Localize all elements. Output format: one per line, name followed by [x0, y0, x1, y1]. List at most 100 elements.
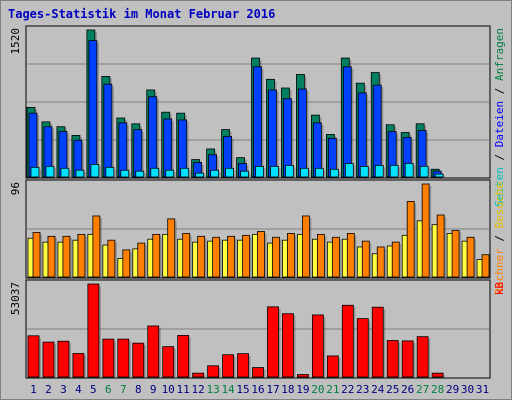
x-tick-label: 30	[461, 383, 474, 396]
rechner-bar	[62, 235, 71, 278]
seiten-bar-shade	[263, 168, 266, 177]
seiten-bar-shade	[128, 172, 131, 177]
kb-bar-shade	[233, 356, 236, 377]
rechner-bar	[257, 231, 265, 278]
panel-middle-ymax-label: 96	[9, 182, 22, 195]
rechner-bar	[421, 183, 430, 278]
x-tick-label: 1	[30, 383, 37, 396]
x-tick-label: 28	[431, 383, 444, 396]
kb-bar	[252, 367, 264, 378]
seiten-bar-shade	[158, 170, 161, 177]
legend-entry: Dateien	[493, 101, 506, 147]
kb-bar	[282, 313, 294, 378]
rechner-bar-shade	[219, 239, 222, 277]
rechner-bar	[212, 236, 221, 278]
x-tick-label: 4	[75, 383, 82, 396]
dateien-bar-shade	[336, 140, 339, 177]
dateien-bar-shade	[291, 100, 294, 177]
kb-bar-shade	[428, 338, 431, 377]
dateien-bar-shade	[351, 68, 354, 177]
seiten-bar	[344, 163, 354, 178]
seiten-bar-shade	[398, 167, 401, 177]
rechner-bar	[481, 254, 490, 278]
seiten-bar-shade	[173, 172, 176, 177]
kb-bar	[117, 338, 130, 378]
seiten-bar	[180, 167, 190, 178]
rechner-bar-shade	[309, 217, 312, 277]
seiten-bar	[45, 165, 55, 178]
panel-top-legend: Seiten / Dateien / Anfragen	[493, 28, 506, 207]
rechner-bar-shade	[474, 239, 477, 277]
legend-entry: Rechner	[493, 248, 506, 295]
dateien-bar	[133, 129, 143, 178]
kb-bar	[401, 340, 414, 378]
rechner-bar-shade	[189, 235, 192, 277]
dateien-bar-shade	[366, 94, 369, 177]
seiten-bar	[30, 166, 40, 178]
x-tick-label: 24	[371, 383, 385, 396]
dateien-bar	[357, 92, 367, 178]
dateien-bar-shade	[261, 68, 264, 177]
x-tick-label: 31	[476, 383, 489, 396]
kb-bar	[42, 341, 55, 378]
kb-bar-shade	[368, 320, 371, 377]
kb-bar-shade	[68, 343, 71, 377]
panel-bottom-legend: kB	[493, 282, 506, 296]
kb-bar	[57, 340, 70, 378]
kb-bar	[192, 372, 205, 378]
rechner-bar-shade	[354, 235, 357, 277]
kb-bar-shade	[158, 327, 161, 377]
x-tick-label: 23	[356, 383, 369, 396]
rechner-bar-shade	[174, 220, 177, 277]
panel-top-ymax-label: 1520	[9, 28, 22, 55]
rechner-bar	[331, 236, 340, 278]
rechner-bar-shade	[369, 243, 372, 277]
x-tick-label: 13	[206, 383, 219, 396]
seiten-bar	[75, 169, 85, 178]
kb-bar	[162, 346, 175, 378]
kb-bar	[102, 338, 115, 378]
rechner-bar-shade	[444, 217, 447, 277]
seiten-bar	[404, 163, 414, 178]
seiten-bar	[120, 169, 130, 178]
kb-bar	[132, 342, 145, 378]
kb-bar-shade	[278, 308, 281, 377]
panel-middle-legend: Rechner / Besuche	[493, 182, 506, 295]
kb-bar	[177, 335, 190, 378]
seiten-bar-shade	[218, 172, 221, 177]
kb-bar-shade	[248, 355, 251, 377]
rechner-bar	[197, 235, 206, 278]
legend-entry: Seiten	[493, 167, 506, 207]
seiten-bar	[359, 165, 369, 178]
legend-entry: /	[493, 147, 506, 167]
kb-bar	[207, 365, 220, 378]
x-tick-label: 15	[236, 383, 249, 396]
x-tick-label: 7	[120, 383, 127, 396]
dateien-bar-shade	[126, 124, 129, 177]
kb-bar	[87, 283, 100, 378]
seiten-bar	[210, 169, 220, 178]
rechner-bar	[92, 215, 101, 278]
seiten-bar	[90, 164, 100, 178]
x-tick-label: 18	[281, 383, 294, 396]
seiten-bar-shade	[308, 170, 311, 177]
kb-bar-shade	[98, 286, 101, 377]
dateien-bar	[88, 40, 98, 178]
x-tick-label: 27	[416, 383, 429, 396]
dateien-bar-shade	[141, 131, 144, 177]
kb-bar-shade	[143, 345, 146, 377]
kb-bar	[416, 336, 429, 378]
seiten-bar-shade	[323, 170, 326, 177]
seiten-bar-shade	[39, 169, 41, 177]
kb-bar-shade	[53, 344, 56, 377]
kb-bar-shade	[83, 355, 86, 377]
kb-bar-shade	[293, 315, 296, 377]
kb-bar	[72, 353, 85, 378]
dateien-bar	[342, 66, 352, 178]
kb-bar	[222, 354, 234, 378]
rechner-bar	[32, 232, 41, 278]
kb-bar-shade	[338, 357, 341, 377]
kb-bar-shade	[113, 341, 116, 377]
rechner-bar	[451, 230, 460, 278]
seiten-bar-shade	[188, 170, 191, 177]
